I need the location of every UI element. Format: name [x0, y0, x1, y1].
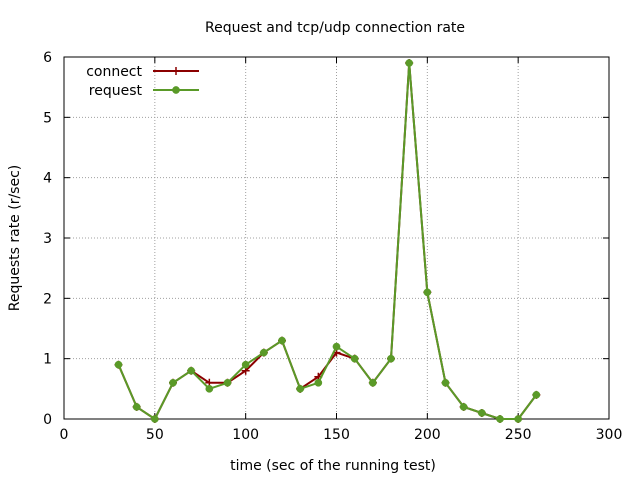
- x-axis-label: time (sec of the running test): [230, 458, 436, 474]
- y-tick-label: 0: [43, 412, 52, 428]
- legend-label: connect: [86, 64, 142, 80]
- series-request: [114, 59, 541, 423]
- data-point: [169, 378, 177, 387]
- series-line: [117, 62, 538, 420]
- data-point: [241, 360, 250, 369]
- data-point: [405, 59, 414, 67]
- x-tick-label: 100: [232, 427, 259, 443]
- y-tick-label: 4: [43, 171, 52, 187]
- x-tick-label: 200: [414, 427, 441, 443]
- data-point: [114, 360, 123, 369]
- data-point: [332, 342, 341, 351]
- data-point: [514, 415, 523, 423]
- data-point: [368, 378, 377, 387]
- y-tick-label: 6: [43, 50, 52, 66]
- data-point: [205, 384, 214, 393]
- x-tick-label: 50: [146, 427, 164, 443]
- x-tick-label: 150: [323, 427, 350, 443]
- x-tick-label: 300: [596, 427, 623, 443]
- data-point: [296, 384, 305, 393]
- grid: [64, 57, 609, 419]
- x-axis: 0 50 100 150 200 250 300: [60, 57, 623, 443]
- data-point: [259, 348, 268, 357]
- data-point: [132, 403, 141, 411]
- data-point: [477, 409, 486, 417]
- chart-title: Request and tcp/udp connection rate: [205, 20, 465, 36]
- data-point: [387, 354, 395, 363]
- series-group: [114, 59, 541, 423]
- y-tick-label: 2: [43, 291, 52, 307]
- data-point: [223, 378, 232, 387]
- y-tick-label: 5: [43, 110, 52, 126]
- data-point: [423, 288, 432, 297]
- y-axis-label: Requests rate (r/sec): [7, 165, 23, 312]
- data-point: [314, 378, 323, 387]
- y-axis: 0 1 2 3 4 5 6: [43, 50, 609, 428]
- data-point: [278, 336, 286, 345]
- x-tick-label: 250: [505, 427, 532, 443]
- data-point: [172, 67, 180, 75]
- legend: connect request: [86, 64, 199, 99]
- data-point: [350, 354, 359, 363]
- y-tick-label: 3: [43, 231, 52, 247]
- x-tick-label: 0: [60, 427, 69, 443]
- data-point: [150, 415, 159, 423]
- series-connect: [114, 59, 541, 423]
- data-point: [532, 391, 541, 399]
- y-tick-label: 1: [43, 352, 52, 368]
- data-point: [172, 86, 180, 94]
- data-point: [441, 378, 450, 387]
- data-point: [496, 415, 504, 423]
- legend-label: request: [89, 83, 143, 99]
- data-point: [187, 366, 196, 375]
- data-point: [459, 403, 468, 411]
